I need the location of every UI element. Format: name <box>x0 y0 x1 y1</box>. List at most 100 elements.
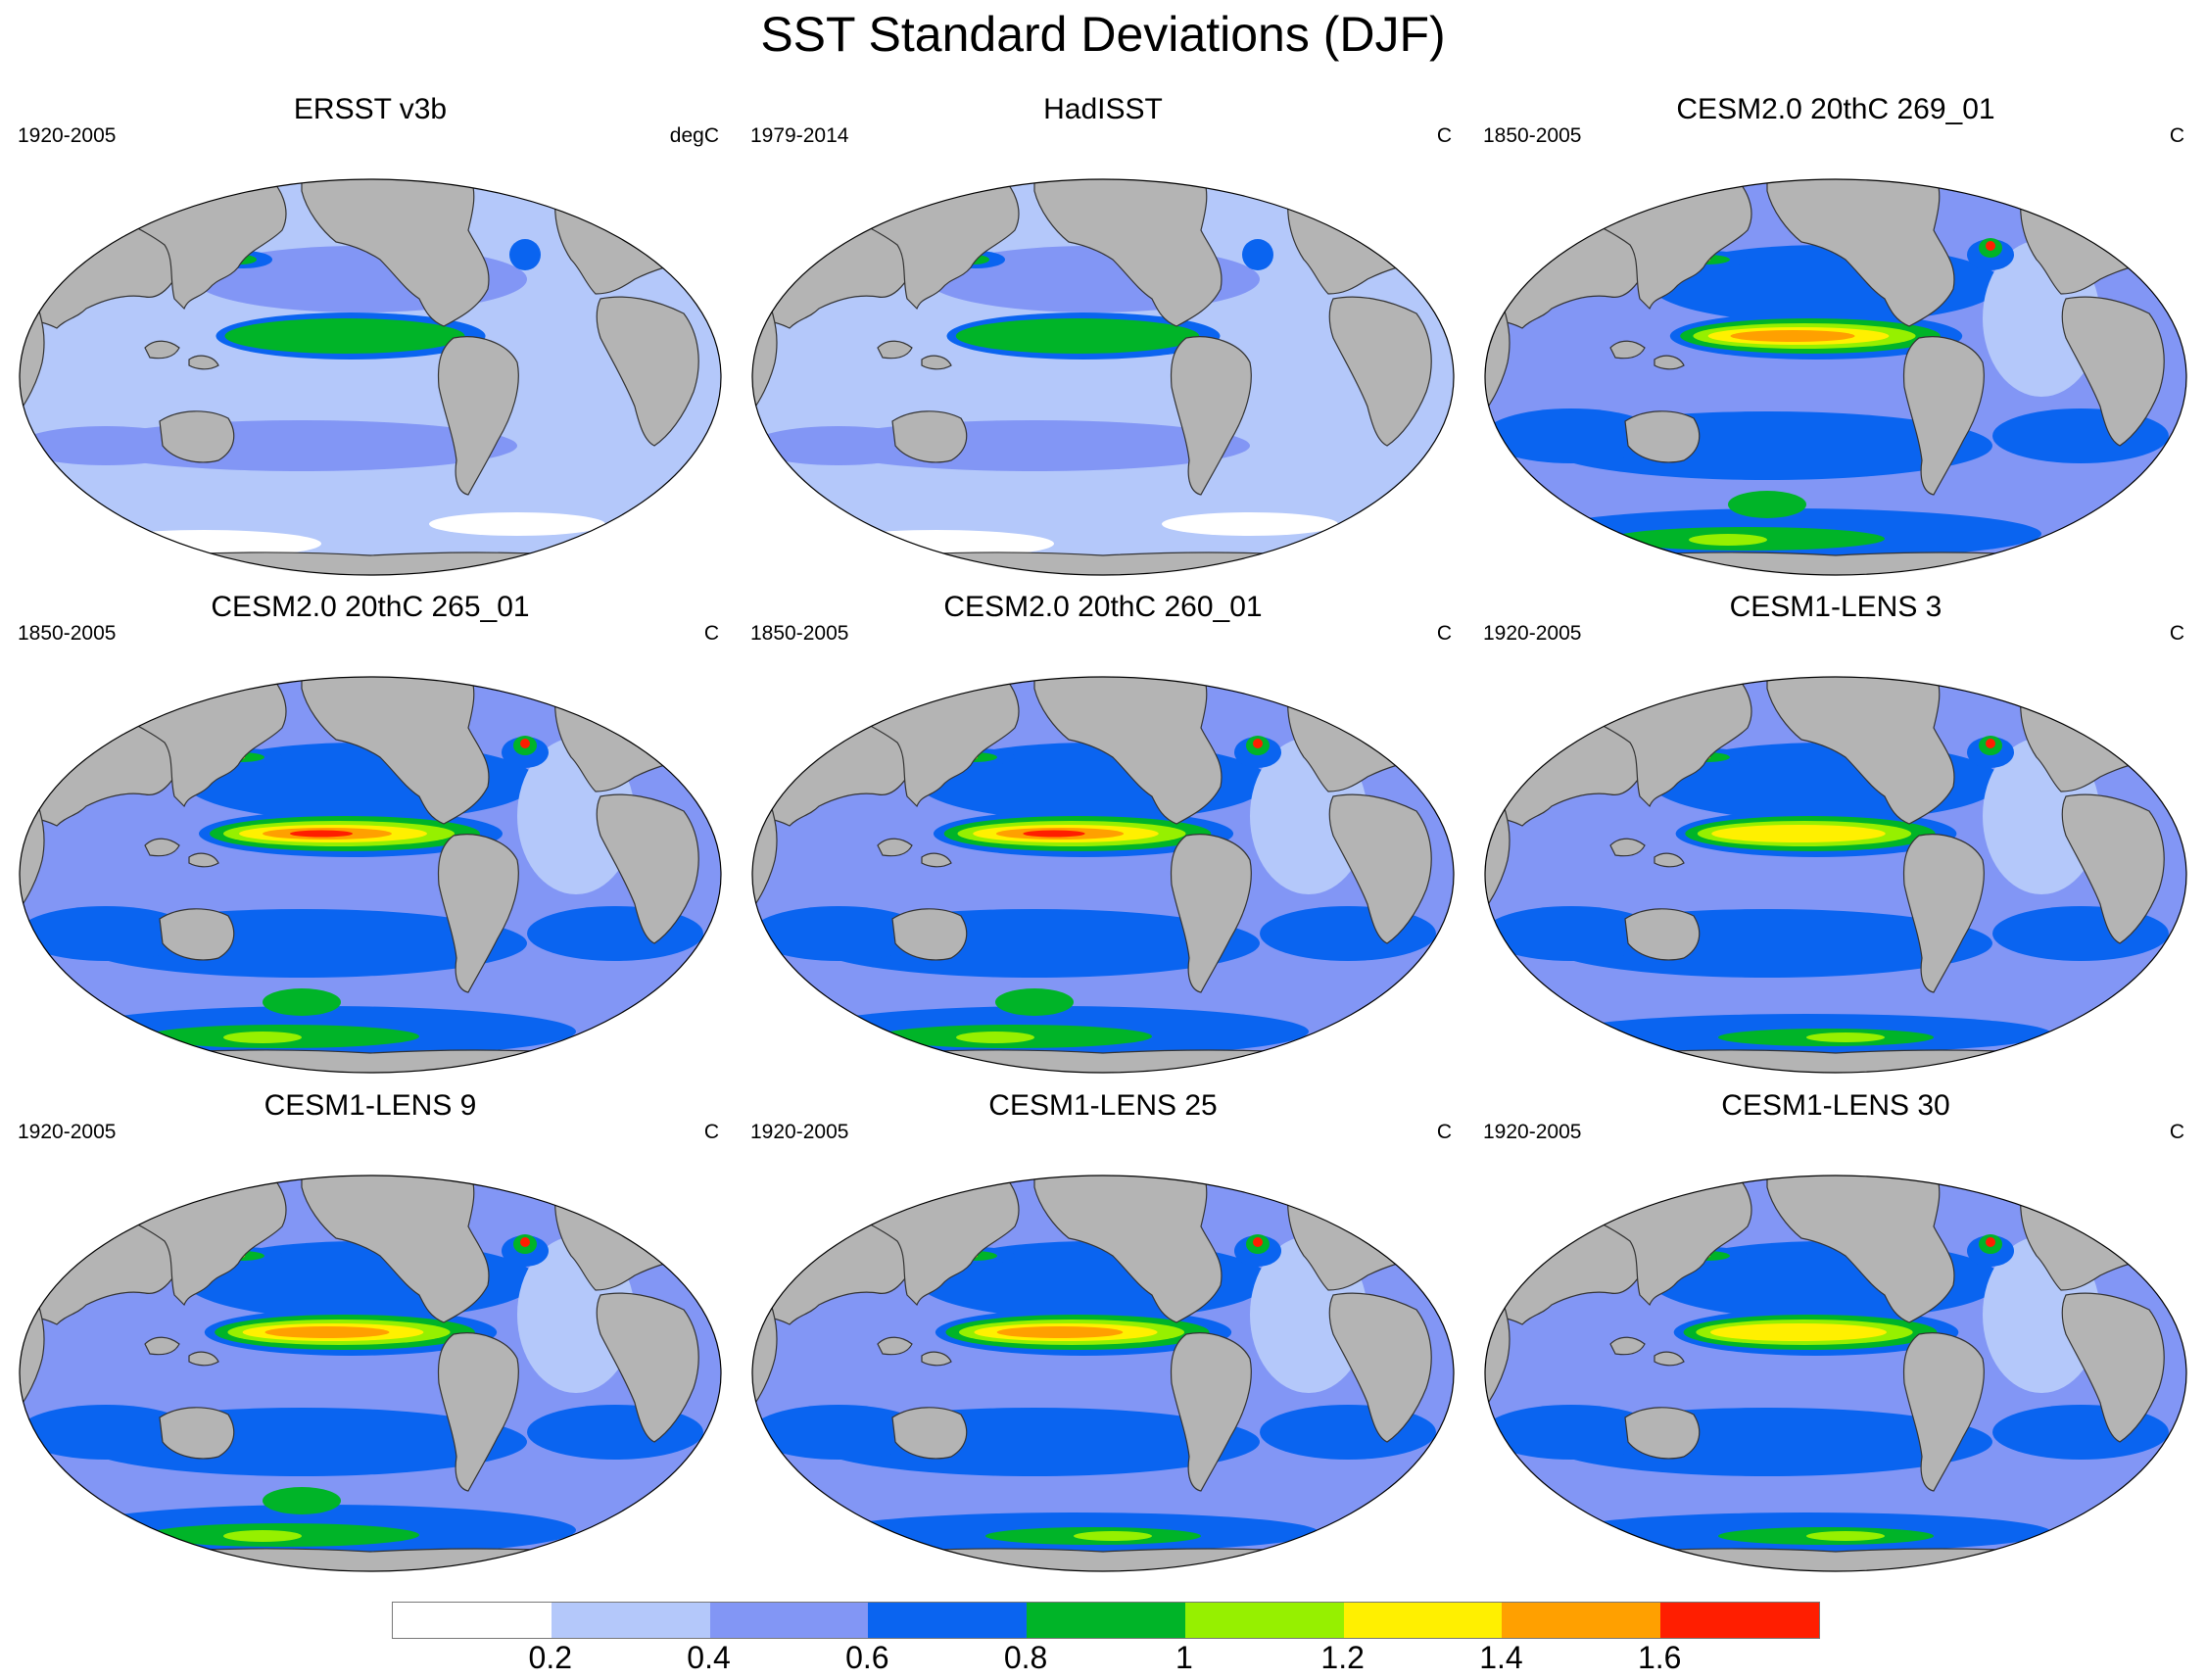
southern-ocean-peak <box>956 1032 1034 1043</box>
colorbar-label: 1.4 <box>1479 1640 1523 1675</box>
map-panel: CESM1-LENS 25 1920-2005 C <box>741 1089 1465 1599</box>
land-mass <box>1328 296 1432 447</box>
southern-ocean-core <box>1728 491 1806 518</box>
indian-ocean-band <box>752 426 927 465</box>
land-mass <box>1654 852 1685 868</box>
colorbar-labels: 0.2 0.4 0.6 0.8 1 1.2 1.4 1.6 <box>392 1638 1818 1677</box>
map-panel: CESM1-LENS 3 1920-2005 C <box>1473 591 2198 1100</box>
map-panel: CESM2.0 20thC 260_01 1850-2005 C <box>741 591 1465 1100</box>
map-border <box>1484 178 2187 576</box>
panel-units: C <box>2169 1121 2184 1143</box>
southern-ocean-core <box>995 988 1074 1016</box>
map-border <box>19 676 722 1074</box>
land-mass <box>301 677 490 825</box>
map-border <box>1484 676 2187 1074</box>
map-border <box>751 676 1455 1074</box>
land-mass <box>596 793 699 944</box>
land-mass <box>1654 1351 1685 1367</box>
gulf-stream-peak <box>1253 1237 1263 1247</box>
land-mass <box>877 1336 913 1356</box>
land-mass <box>921 852 952 868</box>
land-mass <box>1624 410 1701 463</box>
panel-years: 1920-2005 <box>1483 622 1582 645</box>
land-mass <box>437 336 519 496</box>
world-map <box>19 1175 722 1572</box>
land-mass <box>1902 1332 1985 1492</box>
panel-years: 1850-2005 <box>750 622 849 645</box>
world-map <box>1484 676 2187 1074</box>
land-mass <box>188 355 219 370</box>
land-mass <box>1609 340 1646 360</box>
world-map <box>751 178 1455 576</box>
world-map <box>1484 1175 2187 1572</box>
land-mass <box>891 908 968 961</box>
land-mass <box>1485 1548 2186 1571</box>
panel-years: 1920-2005 <box>1483 1121 1582 1143</box>
southern-ocean-core <box>263 1487 341 1514</box>
land-mass <box>144 340 180 360</box>
colorbar-label: 1 <box>1175 1640 1193 1675</box>
land-mass <box>1609 1336 1646 1356</box>
land-mass <box>301 1176 490 1323</box>
enso-contour <box>955 318 1200 354</box>
enso-contour <box>996 1326 1124 1338</box>
indian-ocean-band <box>752 1405 927 1460</box>
land-mass <box>159 410 235 463</box>
southern-ocean-peak <box>1806 1032 1885 1042</box>
land-mass <box>2061 1292 2165 1443</box>
gulf-stream-peak <box>520 1237 530 1247</box>
land-mass <box>301 179 490 327</box>
gulf-stream-peak <box>1986 1237 1995 1247</box>
colorbar-swatch <box>1660 1603 1820 1638</box>
gulf-stream-peak <box>1986 739 1995 748</box>
land-mass <box>1654 355 1685 370</box>
land-mass <box>891 410 968 463</box>
indian-ocean-band <box>1485 1405 1659 1460</box>
land-mass <box>1766 179 1955 327</box>
land-mass <box>921 1351 952 1367</box>
colorbar-swatch <box>1343 1603 1503 1638</box>
land-mass <box>1328 793 1432 944</box>
panel-years: 1920-2005 <box>750 1121 849 1143</box>
land-mass <box>1624 908 1701 961</box>
southern-ocean-white <box>429 512 605 536</box>
colorbar-label: 1.6 <box>1637 1640 1682 1675</box>
gulf-stream-peak <box>1986 241 1995 251</box>
enso-contour <box>290 830 353 838</box>
southern-ocean-peak <box>1806 1531 1885 1541</box>
panel-title: CESM1-LENS 25 <box>988 1089 1218 1122</box>
enso-contour <box>224 318 465 354</box>
land-mass <box>596 296 699 447</box>
land-mass <box>159 908 235 961</box>
indian-ocean-band <box>1485 906 1659 961</box>
land-mass <box>1902 834 1985 993</box>
land-mass <box>2061 296 2165 447</box>
gulf-stream-band <box>509 239 541 270</box>
land-mass <box>159 1407 235 1460</box>
map-panel: CESM1-LENS 30 1920-2005 C <box>1473 1089 2198 1599</box>
colorbar-swatch <box>1027 1603 1185 1638</box>
land-mass <box>188 852 219 868</box>
land-mass <box>1170 834 1252 993</box>
panel-units: degC <box>669 124 719 147</box>
land-mass <box>1766 677 1955 825</box>
map-panel: CESM2.0 20thC 269_01 1850-2005 C <box>1473 93 2198 602</box>
panel-units: C <box>1436 124 1452 147</box>
panel-units: C <box>1436 1121 1452 1143</box>
colorbar <box>392 1602 1820 1639</box>
land-mass <box>20 1548 721 1571</box>
southern-ocean-white <box>1162 512 1338 536</box>
land-mass <box>1902 336 1985 496</box>
map-panel: ERSST v3b 1920-2005 degC <box>8 93 733 602</box>
land-mass <box>1609 838 1646 857</box>
panel-years: 1850-2005 <box>18 622 117 645</box>
colorbar-swatch <box>1184 1603 1344 1638</box>
indian-ocean-band <box>20 426 194 465</box>
map-panel: HadISST 1979-2014 C <box>741 93 1465 602</box>
colorbar-swatch <box>709 1603 869 1638</box>
land-mass <box>1033 179 1223 327</box>
map-border <box>19 1175 722 1572</box>
southern-ocean-core <box>263 988 341 1016</box>
land-mass <box>188 1351 219 1367</box>
colorbar-label: 0.2 <box>528 1640 573 1675</box>
